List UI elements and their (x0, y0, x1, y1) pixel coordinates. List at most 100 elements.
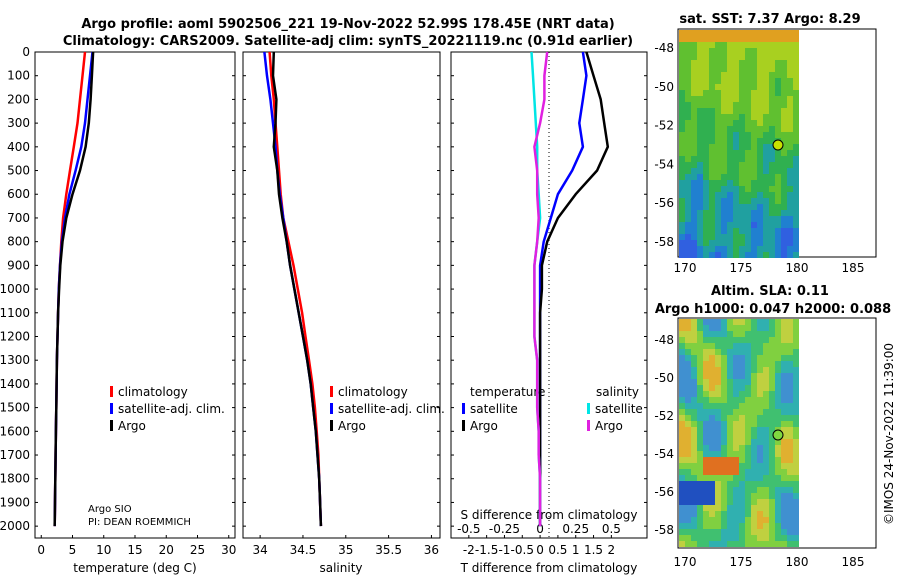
map-pixel (787, 96, 793, 102)
map-pixel (739, 150, 745, 156)
map-pixel (793, 523, 799, 529)
map-pixel (697, 60, 703, 66)
map-pixel (679, 367, 685, 373)
map-pixel (733, 445, 739, 451)
map-pixel (691, 469, 697, 475)
map-pixel (763, 132, 769, 138)
map-pixel (727, 481, 733, 487)
map-pixel (757, 42, 763, 48)
map-pixel (781, 228, 787, 234)
map-pixel (709, 319, 715, 325)
map-pixel (727, 228, 733, 234)
map-pixel (709, 210, 715, 216)
map-pixel (751, 331, 757, 337)
map-pixel (721, 367, 727, 373)
map-pixel (745, 60, 751, 66)
map-pixel (703, 403, 709, 409)
map-pixel (763, 391, 769, 397)
map-pixel (793, 391, 799, 397)
map-pixel (679, 84, 685, 90)
map-pixel (703, 493, 709, 499)
map-pixel (745, 469, 751, 475)
map-pixel (697, 114, 703, 120)
map-pixel (697, 535, 703, 541)
map-pixel (781, 505, 787, 511)
map-pixel (769, 216, 775, 222)
map-pixel (781, 168, 787, 174)
map-pixel (685, 373, 691, 379)
map-pixel (793, 427, 799, 433)
map-pixel (727, 240, 733, 246)
map-pixel (727, 397, 733, 403)
map-pixel (727, 439, 733, 445)
map-pixel (775, 463, 781, 469)
map-pixel (733, 325, 739, 331)
map-pixel (691, 409, 697, 415)
map-pixel (739, 240, 745, 246)
map-pixel (703, 349, 709, 355)
map-pixel (733, 373, 739, 379)
map-pixel (775, 102, 781, 108)
map-pixel (715, 337, 721, 343)
map-pixel (751, 228, 757, 234)
map-pixel (763, 517, 769, 523)
map-pixel (757, 373, 763, 379)
map-pixel (781, 373, 787, 379)
map-pixel (721, 511, 727, 517)
map-pixel (709, 150, 715, 156)
map-pixel (715, 198, 721, 204)
map-pixel (715, 54, 721, 60)
map-pixel (715, 457, 721, 463)
profile-series (53, 51, 610, 527)
map-pixel (733, 379, 739, 385)
map-pixel (769, 192, 775, 198)
map-lat-label: -50 (654, 80, 674, 94)
map-pixel (787, 511, 793, 517)
map-pixel (685, 493, 691, 499)
map-pixel (793, 138, 799, 144)
map-pixel (787, 367, 793, 373)
depth-tick-label: 1400 (0, 377, 30, 391)
map-pixel (685, 72, 691, 78)
map-pixel (739, 120, 745, 126)
map-pixel (751, 415, 757, 421)
map-pixel (727, 84, 733, 90)
map-pixel (679, 78, 685, 84)
map-pixel (733, 541, 739, 547)
depth-tick-label: 600 (7, 187, 30, 201)
map-pixel (793, 156, 799, 162)
map-pixel (745, 156, 751, 162)
map-pixel (679, 487, 685, 493)
map-pixel (757, 511, 763, 517)
map-pixel (715, 349, 721, 355)
map-pixel (721, 541, 727, 547)
map-pixel (703, 192, 709, 198)
map-pixel (763, 54, 769, 60)
depth-tick-label: 900 (7, 258, 30, 272)
sal-legend-climatology: climatology (338, 385, 408, 399)
map-pixel (781, 240, 787, 246)
map-pixel (721, 343, 727, 349)
map-pixel (703, 451, 709, 457)
map-pixel (793, 373, 799, 379)
map-pixel (697, 433, 703, 439)
map-pixel (793, 222, 799, 228)
diff-legend-temp-title: temperature (470, 385, 545, 399)
map-pixel (685, 132, 691, 138)
map-pixel (745, 427, 751, 433)
sla-map-title-1: Altim. SLA: 0.11 (711, 284, 829, 299)
map-pixel (733, 216, 739, 222)
map-pixel (721, 379, 727, 385)
map-pixel (727, 523, 733, 529)
map-pixel (703, 78, 709, 84)
map-pixel (775, 499, 781, 505)
map-pixel (787, 78, 793, 84)
map-pixel (691, 84, 697, 90)
map-pixel (751, 517, 757, 523)
map-pixel (685, 120, 691, 126)
map-pixel (733, 409, 739, 415)
map-pixel (691, 240, 697, 246)
map-pixel (691, 337, 697, 343)
map-pixel (739, 493, 745, 499)
map-pixel (775, 108, 781, 114)
